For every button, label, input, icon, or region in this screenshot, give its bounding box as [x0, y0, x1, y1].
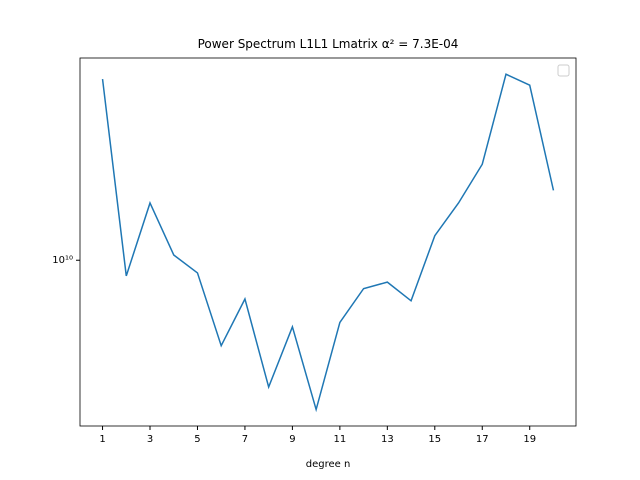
x-tick-label: 17 — [476, 434, 489, 445]
plot-frame — [79, 57, 577, 427]
x-tick-label: 3 — [147, 434, 153, 445]
x-tick-label: 13 — [381, 434, 394, 445]
x-axis-label: degree n — [306, 459, 351, 470]
x-tick-label: 19 — [523, 434, 536, 445]
x-tick-label: 7 — [242, 434, 248, 445]
x-tick-label: 15 — [428, 434, 441, 445]
chart-title: Power Spectrum L1L1 Lmatrix α² = 7.3E-04 — [198, 37, 459, 51]
x-tick-label: 9 — [289, 434, 295, 445]
x-tick-label: 1 — [99, 434, 105, 445]
x-tick-label: 11 — [333, 434, 346, 445]
y-tick-label: 10¹⁰ — [52, 255, 73, 266]
legend — [557, 64, 570, 77]
data-line — [101, 73, 555, 413]
x-tick-label: 5 — [194, 434, 200, 445]
